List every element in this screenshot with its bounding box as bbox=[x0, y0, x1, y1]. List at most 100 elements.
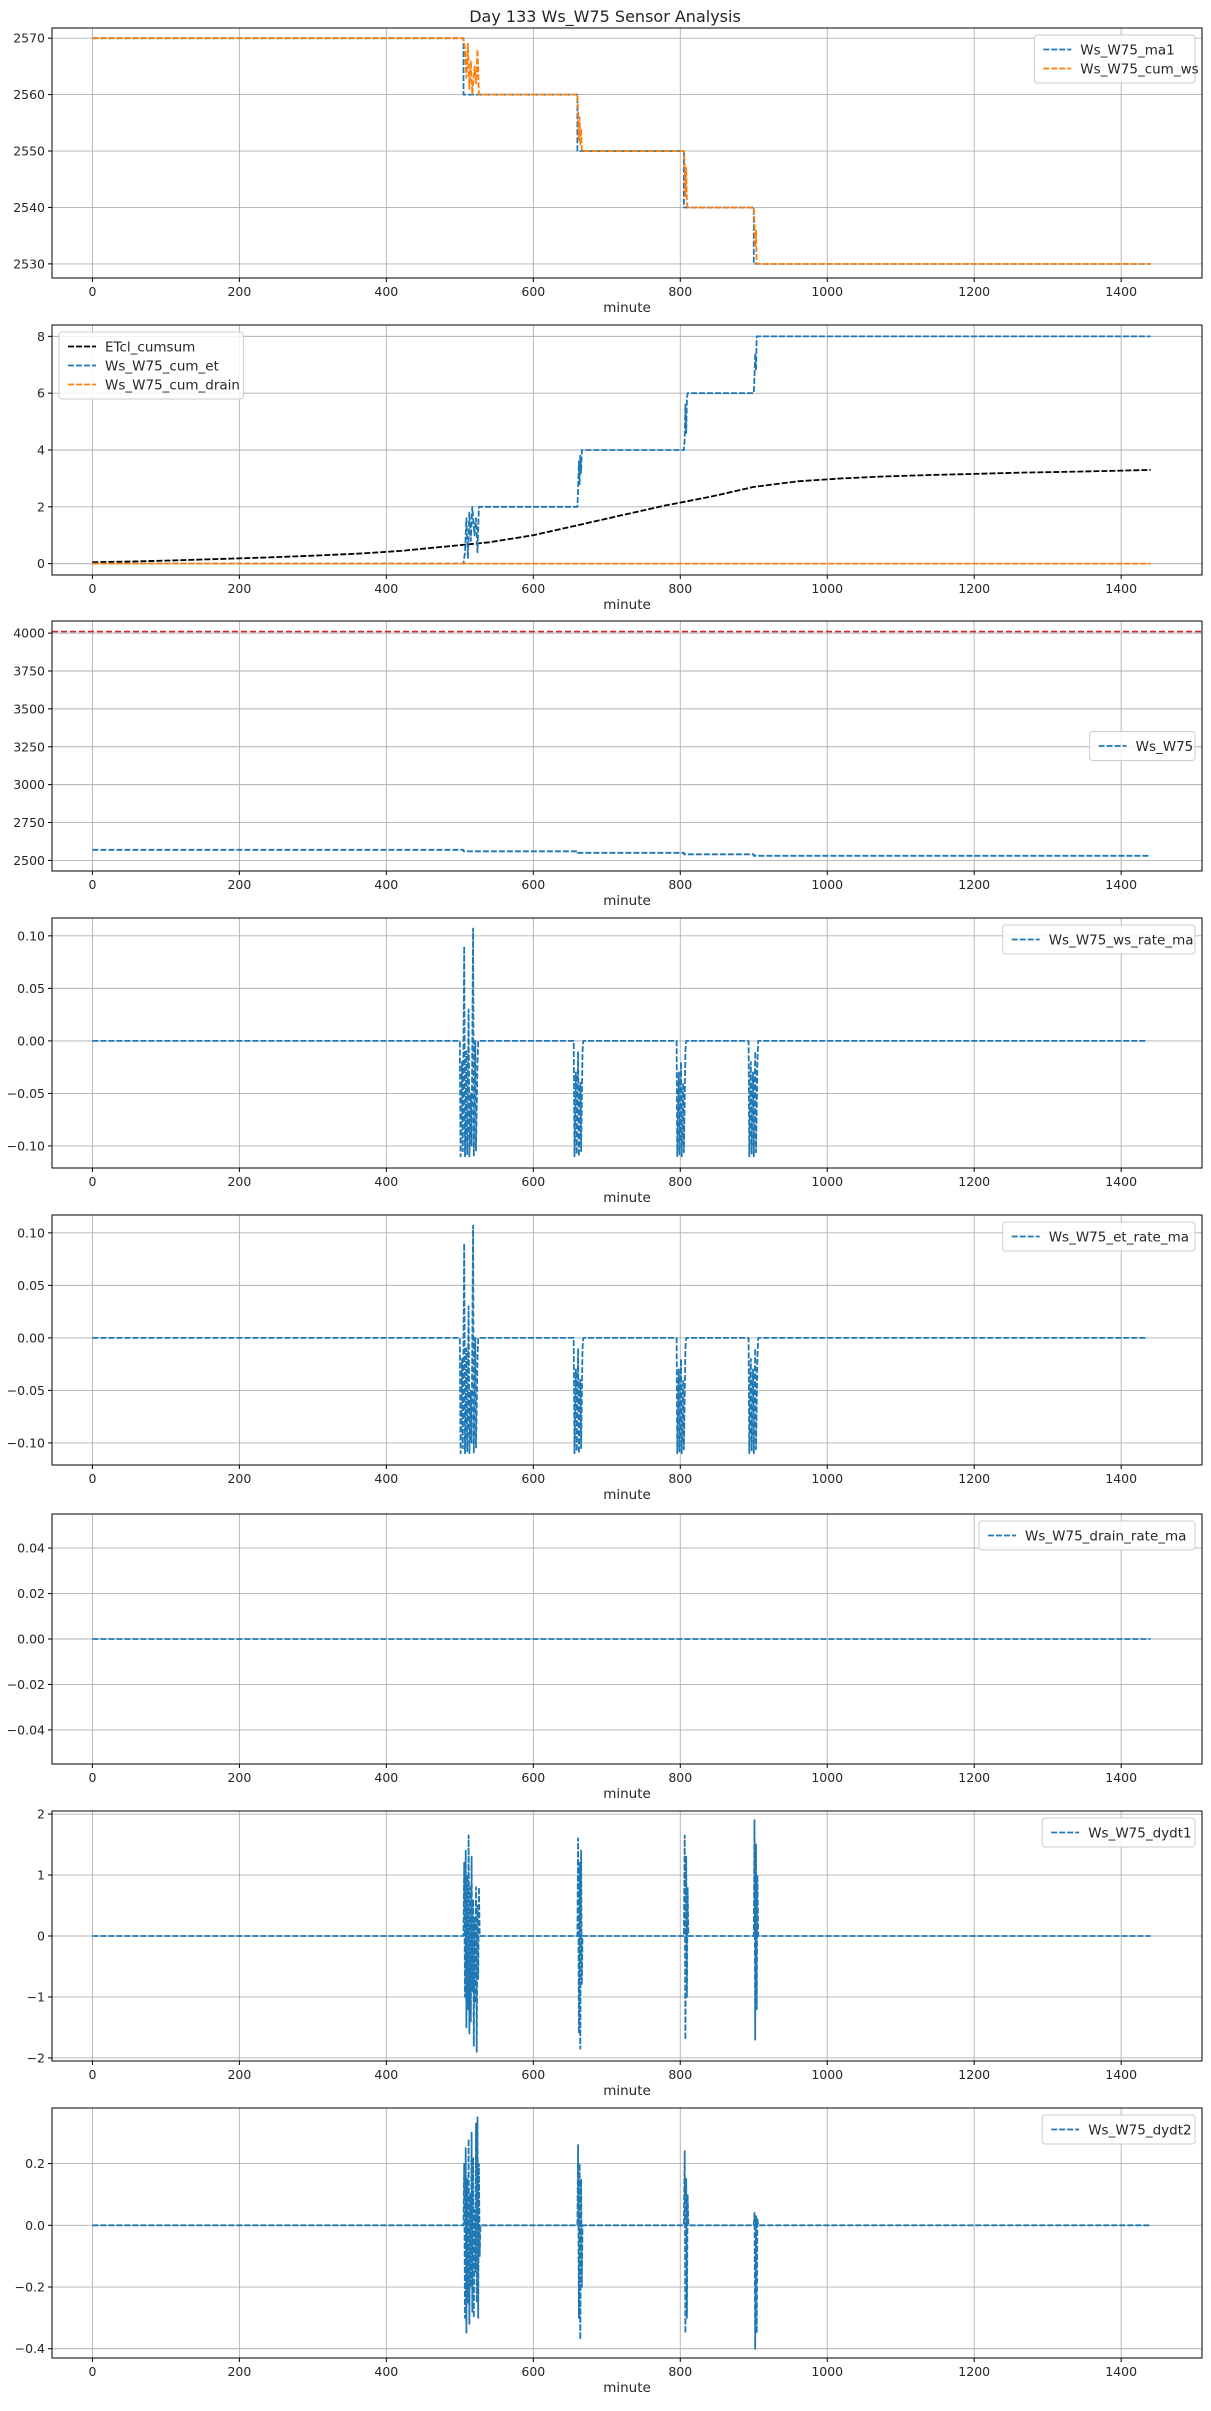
y-tick-label: 2540 bbox=[13, 200, 45, 215]
y-tick-label: 0.00 bbox=[17, 1632, 45, 1647]
subplot-1: 0 200 400 600 800 1000 1200 1400 2530 2540 2550 256… bbox=[13, 27, 1203, 316]
x-tick-label: 200 bbox=[227, 1174, 251, 1189]
subplot-2: 0 200 400 600 800 1000 1200 1400 0 2 4 6 8 minute ETcl… bbox=[37, 324, 1203, 613]
x-tick-label: 600 bbox=[521, 1174, 545, 1189]
x-axis-label: minute bbox=[603, 2380, 651, 2396]
series-line-Ws_W75 bbox=[92, 848, 1151, 857]
series-line-Ws_W75_cum_ws bbox=[92, 37, 1151, 265]
x-tick-label: 600 bbox=[521, 877, 545, 892]
x-tick-label: 1400 bbox=[1105, 1770, 1137, 1785]
series-group bbox=[92, 335, 1151, 565]
x-tick-label: 1400 bbox=[1105, 1174, 1137, 1189]
x-tick-label: 800 bbox=[668, 1770, 692, 1785]
x-tick-label: 0 bbox=[88, 1770, 96, 1785]
legend-box bbox=[1041, 1817, 1196, 1848]
series-group bbox=[92, 37, 1151, 265]
subplot-6: 0 200 400 600 800 1000 1200 1400 −0.04 −0.02 0.00 0… bbox=[7, 1513, 1203, 1802]
series-group bbox=[92, 927, 1147, 1158]
x-tick-label: 1400 bbox=[1105, 2067, 1137, 2082]
legend: Ws_W75 bbox=[1089, 731, 1196, 761]
y-tick-label: 0.00 bbox=[17, 1330, 45, 1345]
y-tick-label: 2750 bbox=[13, 815, 45, 830]
x-tick-label: 200 bbox=[227, 581, 251, 596]
legend-label: Ws_W75_dydt2 bbox=[1088, 2123, 1191, 2139]
y-tick-label: 0 bbox=[37, 556, 45, 571]
x-tick-label: 0 bbox=[88, 284, 96, 299]
x-tick-label: 200 bbox=[227, 1770, 251, 1785]
y-tick-label: −0.02 bbox=[7, 1677, 45, 1692]
legend: Ws_W75_ws_rate_ma bbox=[1002, 924, 1196, 955]
legend-label: Ws_W75_ma1 bbox=[1080, 43, 1174, 59]
x-tick-label: 600 bbox=[521, 2067, 545, 2082]
x-tick-label: 400 bbox=[374, 1471, 398, 1486]
y-tick-label: 2500 bbox=[13, 853, 45, 868]
series-group bbox=[92, 1224, 1147, 1455]
x-tick-label: 0 bbox=[88, 1471, 96, 1486]
series-line-Ws_W75_cum_et bbox=[92, 335, 1151, 565]
x-tick-label: 1200 bbox=[958, 1770, 990, 1785]
y-tick-label: 2530 bbox=[13, 256, 45, 271]
y-tick-label: 2 bbox=[37, 1807, 45, 1822]
legend-label: Ws_W75_ws_rate_ma bbox=[1049, 933, 1194, 949]
y-tick-label: −0.2 bbox=[15, 2280, 45, 2295]
axes-frame bbox=[51, 620, 1203, 872]
x-tick-label: 1200 bbox=[958, 877, 990, 892]
x-tick-label: 1200 bbox=[958, 581, 990, 596]
y-tick-label: 0.02 bbox=[17, 1586, 45, 1601]
figure-title: Day 133 Ws_W75 Sensor Analysis bbox=[469, 7, 741, 27]
legend-box bbox=[1002, 1221, 1196, 1252]
y-tick-label: 8 bbox=[37, 329, 45, 344]
y-tick-label: −0.10 bbox=[7, 1435, 45, 1450]
x-tick-label: 200 bbox=[227, 1471, 251, 1486]
legend-box bbox=[1089, 731, 1196, 761]
x-tick-label: 0 bbox=[88, 1174, 96, 1189]
x-tick-label: 1200 bbox=[958, 2067, 990, 2082]
x-tick-label: 800 bbox=[668, 2067, 692, 2082]
legend-label: Ws_W75_drain_rate_ma bbox=[1025, 1529, 1186, 1545]
subplot-panels: 0 200 400 600 800 1000 1200 1400253025402550256… bbox=[7, 27, 1203, 2396]
x-tick-label: 1200 bbox=[958, 284, 990, 299]
x-tick-label: 0 bbox=[88, 877, 96, 892]
y-tick-label: 2 bbox=[37, 499, 45, 514]
axes-frame bbox=[51, 917, 1203, 1169]
x-tick-label: 1400 bbox=[1105, 581, 1137, 596]
y-tick-label: 4 bbox=[37, 443, 45, 458]
x-tick-label: 800 bbox=[668, 581, 692, 596]
x-tick-label: 0 bbox=[88, 2364, 96, 2379]
x-axis-label: minute bbox=[603, 2083, 651, 2099]
y-tick-label: 0.2 bbox=[25, 2156, 45, 2171]
x-axis-label: minute bbox=[603, 1487, 651, 1503]
x-tick-label: 1200 bbox=[958, 1471, 990, 1486]
x-axis-label: minute bbox=[603, 893, 651, 909]
y-tick-label: 3000 bbox=[13, 777, 45, 792]
subplot-4: 0 200 400 600 800 1000 1200 1400 −0.10 −0.05 0.00 0… bbox=[7, 917, 1203, 1206]
legend-label: ETcl_cumsum bbox=[105, 340, 195, 356]
x-tick-label: 800 bbox=[668, 1471, 692, 1486]
y-tick-label: 0 bbox=[37, 1929, 45, 1944]
series-group bbox=[92, 1819, 1151, 2053]
y-tick-label: 2560 bbox=[13, 87, 45, 102]
y-tick-label: 2550 bbox=[13, 144, 45, 159]
x-tick-label: 1000 bbox=[811, 1770, 843, 1785]
y-tick-label: 3500 bbox=[13, 701, 45, 716]
subplot-5: 0 200 400 600 800 1000 1200 1400 −0.10 −0.05 0.00 0… bbox=[7, 1214, 1203, 1503]
x-tick-label: 1400 bbox=[1105, 877, 1137, 892]
x-tick-label: 200 bbox=[227, 877, 251, 892]
subplot-8: 0 200 400 600 800 1000 1200 1400 −0.4 −0.2 0.0 0.2 m… bbox=[15, 2107, 1203, 2396]
axes-frame bbox=[51, 27, 1203, 279]
legend-box bbox=[58, 331, 244, 400]
x-tick-label: 1000 bbox=[811, 877, 843, 892]
x-tick-label: 1200 bbox=[958, 1174, 990, 1189]
x-tick-label: 1000 bbox=[811, 2364, 843, 2379]
x-tick-label: 0 bbox=[88, 581, 96, 596]
series-line-Ws_W75_dydt1 bbox=[92, 1819, 1151, 2053]
x-tick-label: 400 bbox=[374, 284, 398, 299]
x-tick-label: 400 bbox=[374, 2364, 398, 2379]
y-tick-label: 3750 bbox=[13, 664, 45, 679]
y-tick-label: −0.10 bbox=[7, 1138, 45, 1153]
legend: ETcl_cumsum Ws_W75_cum_et Ws_W75_cum_drain bbox=[58, 331, 244, 400]
x-tick-label: 400 bbox=[374, 1174, 398, 1189]
axes-frame bbox=[51, 2107, 1203, 2359]
y-tick-label: 3250 bbox=[13, 739, 45, 754]
x-tick-label: 1000 bbox=[811, 1471, 843, 1486]
